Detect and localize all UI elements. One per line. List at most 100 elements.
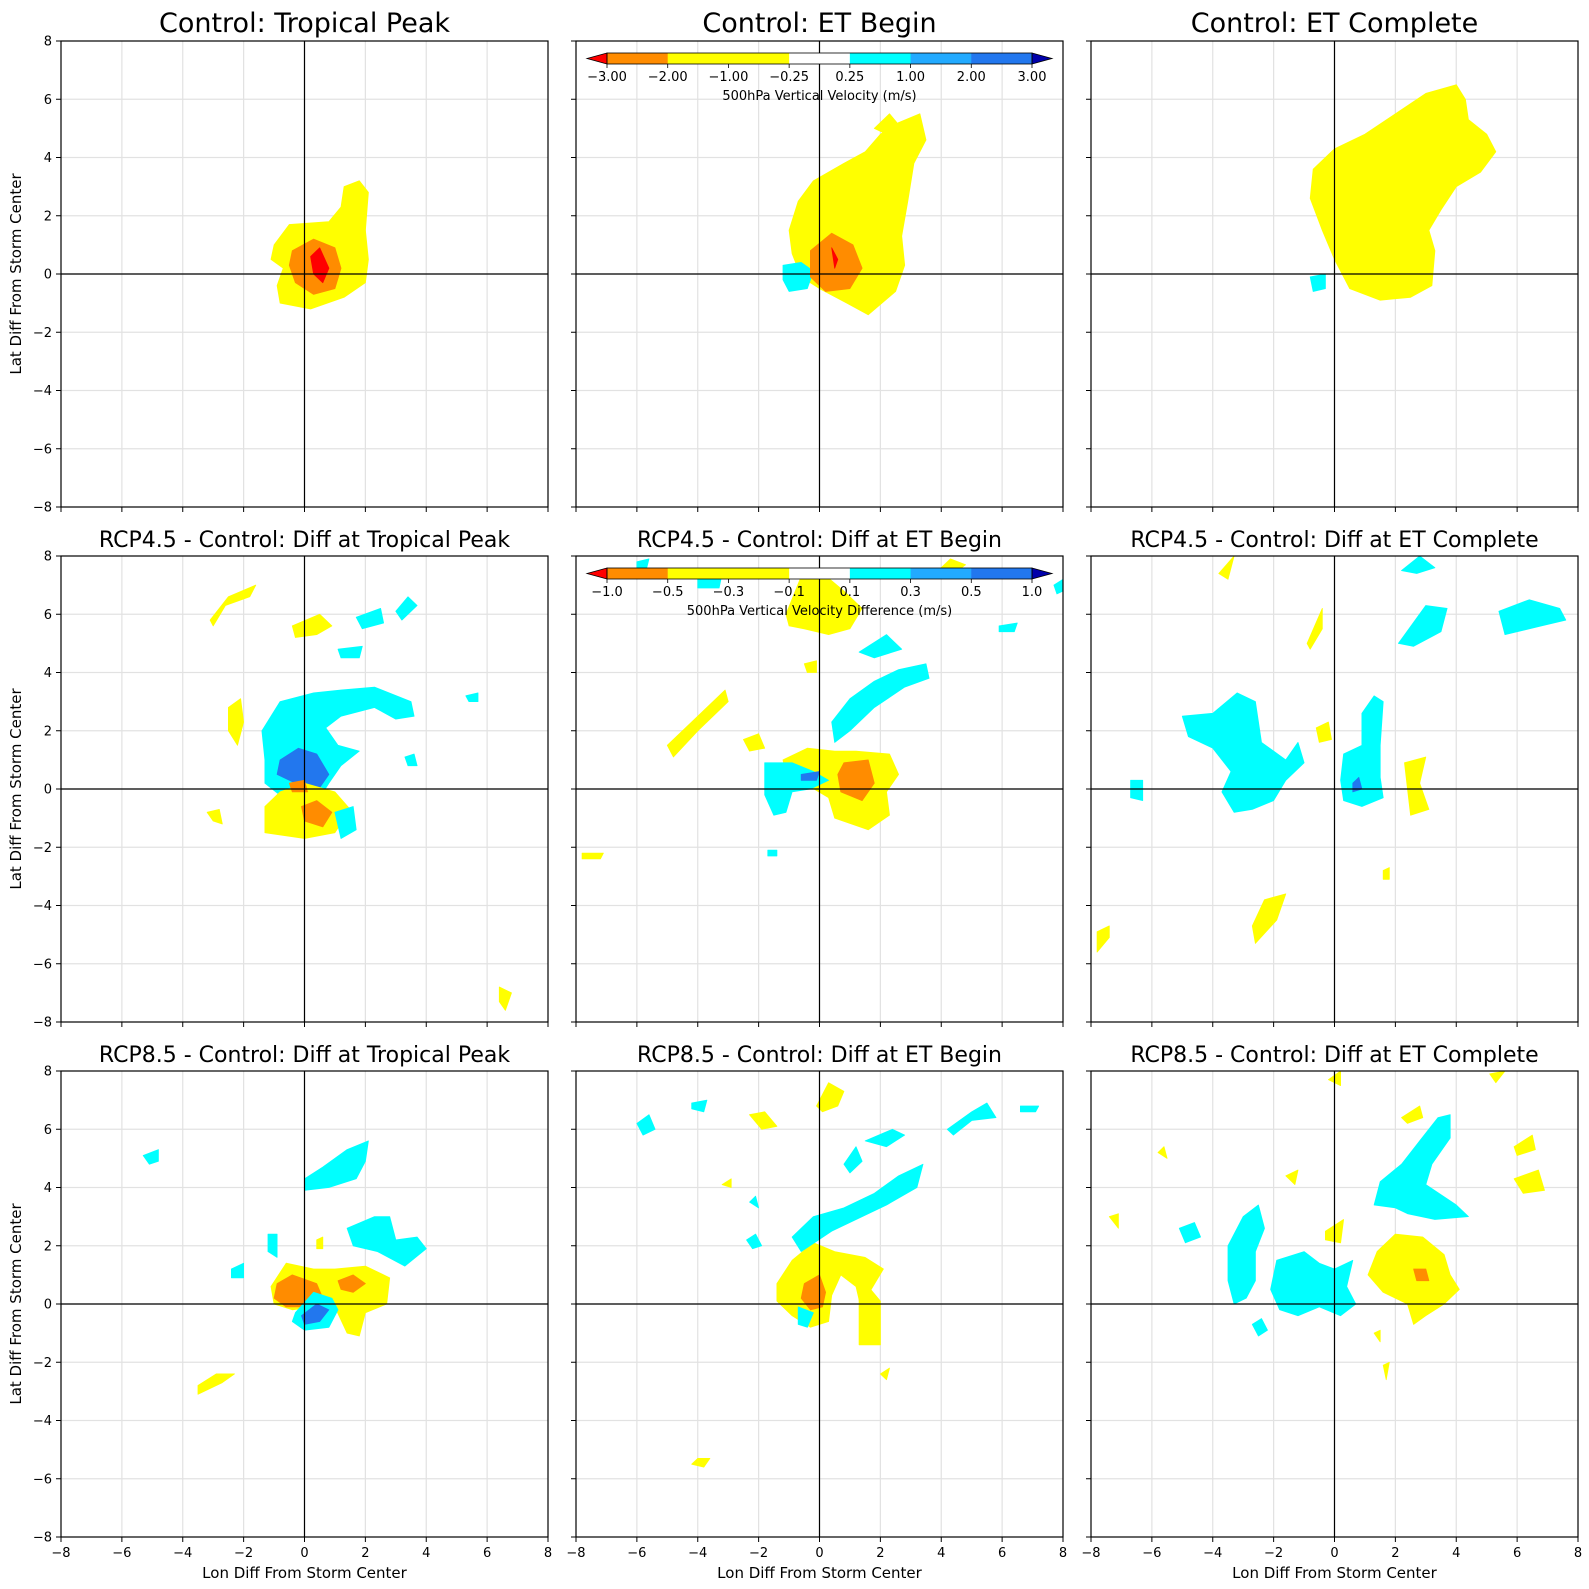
x-tick-label: 4 bbox=[422, 1546, 430, 1561]
contour-region-cyan bbox=[1130, 779, 1144, 801]
colorbar-tick-label: 0.5 bbox=[961, 585, 982, 600]
x-tick-label: 0 bbox=[815, 1546, 823, 1561]
contour-region-cyan bbox=[404, 753, 418, 767]
panel-title: Control: ET Begin bbox=[702, 8, 936, 39]
contour-region-yellow bbox=[1309, 84, 1497, 301]
contour-region-cyan bbox=[797, 1306, 814, 1328]
contour-region-yellow bbox=[209, 584, 257, 627]
contour-region-yellow bbox=[1315, 721, 1332, 743]
contour-region-cyan bbox=[334, 806, 357, 839]
panel-title: RCP4.5 - Control: Diff at ET Begin bbox=[637, 528, 1002, 553]
x-tick-label: 6 bbox=[1513, 1546, 1521, 1561]
colorbar-segment bbox=[667, 568, 729, 579]
x-tick-label: −6 bbox=[627, 1546, 646, 1561]
panel-4: −8 −6 −4 −2 0 2 4 6 8 RCP4.5 - Control: Diff at T… bbox=[7, 528, 549, 1031]
contour-regions bbox=[1096, 556, 1567, 953]
x-tick-label: −2 bbox=[1264, 1546, 1283, 1561]
ticks bbox=[571, 40, 1064, 512]
y-tick-label: 2 bbox=[44, 209, 52, 224]
colorbar-segment bbox=[607, 53, 669, 64]
contour-regions bbox=[782, 113, 927, 316]
contour-region-cyan bbox=[142, 1149, 159, 1165]
panel-9: −8 −6 −4 −2 0 2 4 6 8 RCP8.5 - Control: Diff at E… bbox=[1081, 1043, 1582, 1582]
contour-region-yellow bbox=[873, 113, 903, 135]
y-axis-label: Lat Diff From Storm Center bbox=[7, 173, 25, 375]
contour-region-yellow bbox=[1373, 1329, 1381, 1343]
panel-1: −8 −6 −4 −2 0 2 4 6 8 Control: Tropical Peak Lat D… bbox=[7, 8, 549, 516]
contour-region-cyan bbox=[746, 1233, 763, 1250]
x-tick-label: 8 bbox=[544, 1546, 552, 1561]
contour-region-yellow bbox=[785, 570, 863, 635]
colorbar-extend-high bbox=[1031, 567, 1054, 580]
y-tick-label: 6 bbox=[44, 1123, 52, 1138]
y-tick-label: −8 bbox=[33, 1531, 52, 1546]
contour-region-cyan bbox=[230, 1262, 245, 1279]
panel-title: RCP8.5 - Control: Diff at Tropical Peak bbox=[99, 1043, 510, 1068]
contour-region-cyan bbox=[346, 1216, 427, 1267]
x-tick-label: −2 bbox=[234, 1546, 253, 1561]
contour-region-cyan bbox=[465, 692, 479, 702]
colorbar-segment bbox=[789, 568, 851, 579]
contour-region-cyan bbox=[782, 261, 814, 292]
contour-region-yellow bbox=[206, 809, 223, 825]
x-tick-label: −4 bbox=[173, 1546, 192, 1561]
y-axis-label: Lat Diff From Storm Center bbox=[7, 1203, 25, 1405]
contour-region-yellow bbox=[666, 689, 729, 758]
colorbar-segment bbox=[789, 53, 851, 64]
y-tick-label: 4 bbox=[44, 151, 52, 166]
contour-region-cyan bbox=[1270, 1251, 1357, 1317]
ticks: −8 −6 −4 −2 0 2 4 6 8 −8 −6 −4 −2 0 2 4 6 8 bbox=[33, 1065, 552, 1562]
contour-region-yellow bbox=[858, 1286, 881, 1346]
colorbar-tick-label: −0.3 bbox=[713, 585, 745, 600]
colorbar-tick-label: −0.1 bbox=[773, 585, 805, 600]
contour-region-cyan bbox=[946, 1102, 997, 1136]
panel-title: RCP8.5 - Control: Diff at ET Complete bbox=[1130, 1043, 1538, 1068]
colorbar-tick-label: 2.00 bbox=[957, 70, 986, 85]
contour-region-cyan bbox=[749, 1195, 759, 1209]
panel-6: RCP4.5 - Control: Diff at ET Complete bbox=[1086, 528, 1579, 1027]
ticks: −8 −6 −4 −2 0 2 4 6 8 bbox=[566, 1070, 1067, 1561]
y-tick-label: −2 bbox=[33, 326, 52, 341]
x-axis-label: Lon Diff From Storm Center bbox=[717, 1564, 922, 1582]
x-tick-label: −2 bbox=[749, 1546, 768, 1561]
colorbar-segment bbox=[607, 568, 669, 579]
x-tick-label: −4 bbox=[688, 1546, 707, 1561]
colorbar-extend-low bbox=[585, 567, 608, 580]
y-axis-label: Lat Diff From Storm Center bbox=[7, 688, 25, 890]
colorbar-tick-label: −0.25 bbox=[769, 70, 809, 85]
contour-region-cyan bbox=[267, 1233, 278, 1258]
contour-region-cyan bbox=[1340, 695, 1384, 807]
x-tick-label: −8 bbox=[566, 1546, 585, 1561]
contour-region-yellow bbox=[1367, 1233, 1460, 1325]
y-tick-label: 4 bbox=[44, 666, 52, 681]
contour-region-cyan bbox=[1181, 692, 1305, 813]
contour-regions bbox=[1108, 1071, 1545, 1381]
x-tick-label: 8 bbox=[1059, 1546, 1067, 1561]
y-tick-label: 6 bbox=[44, 93, 52, 108]
colorbar-tick-label: −1.0 bbox=[591, 585, 623, 600]
ticks bbox=[1086, 40, 1579, 512]
contour-regions bbox=[1309, 84, 1497, 301]
x-tick-label: −4 bbox=[1203, 1546, 1222, 1561]
y-tick-label: −8 bbox=[33, 501, 52, 516]
colorbar-tick-label: −1.00 bbox=[709, 70, 749, 85]
contour-region-yellow bbox=[803, 660, 817, 673]
colorbar-tick-label: 0.3 bbox=[900, 585, 921, 600]
contour-region-yellow bbox=[1157, 1146, 1168, 1159]
contour-region-yellow bbox=[1382, 1361, 1390, 1381]
contour-region-cyan bbox=[1020, 1105, 1040, 1113]
contour-region-yellow bbox=[197, 1373, 235, 1395]
contour-region-yellow bbox=[581, 852, 604, 860]
x-tick-label: 4 bbox=[937, 1546, 945, 1561]
contour-region-orange bbox=[1413, 1268, 1430, 1282]
contour-region-yellow bbox=[1404, 756, 1430, 816]
x-tick-label: 0 bbox=[1330, 1546, 1338, 1561]
x-tick-label: −8 bbox=[1081, 1546, 1100, 1561]
y-tick-label: 0 bbox=[44, 1298, 52, 1313]
contour-region-cyan bbox=[831, 663, 930, 743]
colorbar-segment bbox=[971, 53, 1033, 64]
contour-region-yellow bbox=[816, 1082, 845, 1113]
y-tick-label: −2 bbox=[33, 1356, 52, 1371]
ticks: −8 −6 −4 −2 0 2 4 6 8 bbox=[33, 550, 549, 1031]
y-tick-label: 8 bbox=[44, 1065, 52, 1080]
